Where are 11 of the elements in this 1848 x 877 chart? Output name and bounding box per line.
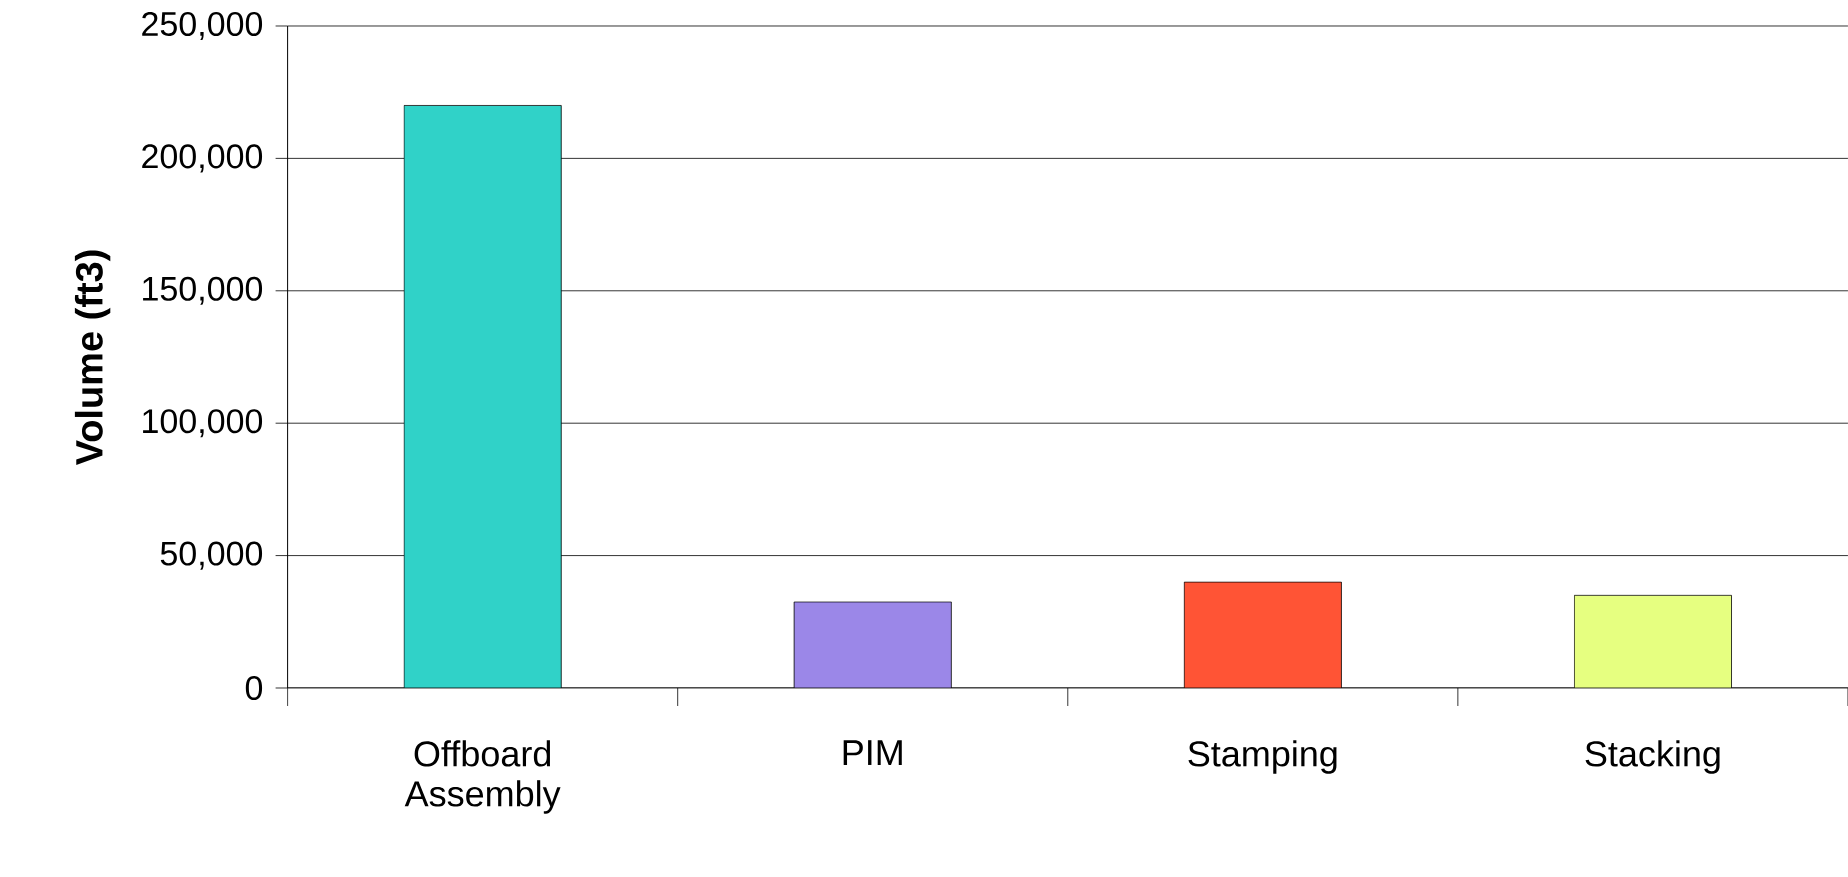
y-tick-label: 100,000 xyxy=(143,409,263,438)
y-tick-label: 0 xyxy=(245,675,263,701)
x-tick-label: PIM xyxy=(843,740,902,765)
y-tick-label: 50,000 xyxy=(160,541,263,570)
y-axis-title: Volume (ft3) xyxy=(74,250,111,466)
x-tick-label: Stacking xyxy=(1585,740,1720,774)
y-tick-label: 150,000 xyxy=(143,276,263,305)
y-tick-label: 250,000 xyxy=(142,11,263,41)
y-tick-label: 200,000 xyxy=(142,144,263,173)
x-tick-label: Stamping xyxy=(1188,740,1337,774)
x-tick-label: Offboard Assembly xyxy=(404,740,561,814)
